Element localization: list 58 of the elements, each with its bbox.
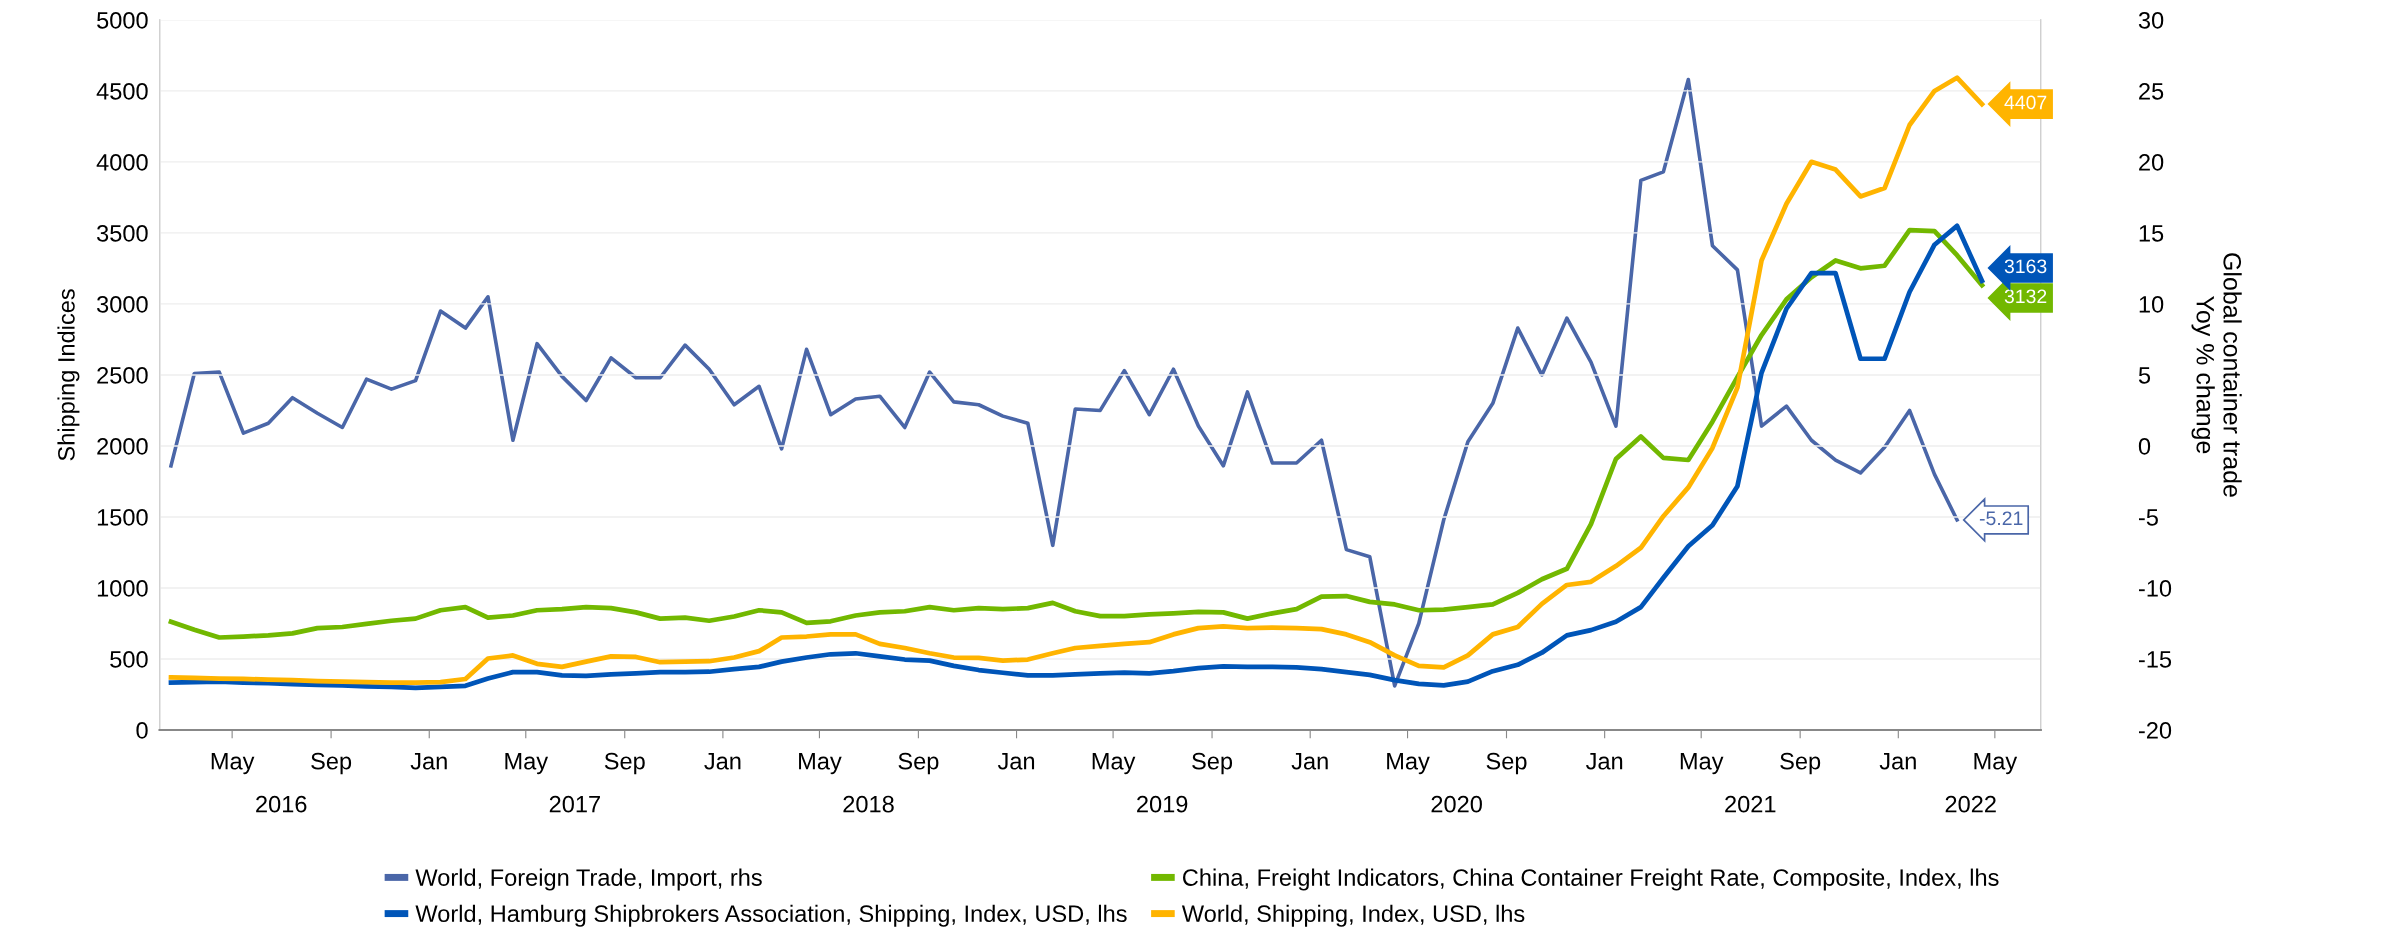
x-tick-label: Jan	[997, 753, 1035, 770]
y2-axis-title: Global container trade Yoy % change	[2191, 253, 2242, 497]
y-tick-label: 4000	[96, 153, 148, 171]
y2-tick-label: -10	[2138, 580, 2172, 597]
y2-tick-label: 10	[2139, 296, 2164, 313]
y2-tick-label: 15	[2139, 225, 2164, 242]
legend-label: China, Freight Indicators, China Container Freight Rate, Composite, Index, lhs	[1183, 868, 1999, 891]
legend-label: World, Foreign Trade, Import, rhs	[415, 868, 762, 891]
y-tick-label: 2500	[97, 367, 148, 384]
x2-tick-label: 2018	[843, 795, 894, 813]
y2-tick-label: 20	[2139, 153, 2164, 171]
y-tick-label: 0	[136, 722, 148, 739]
x-tick-label: Sep	[898, 752, 939, 775]
x-tick-label: May	[211, 753, 255, 775]
legend-label: World, Shipping, Index, USD, lhs	[1181, 904, 1525, 927]
y2-tick-label: -20	[2138, 722, 2172, 739]
x-tick-label: Sep	[604, 752, 645, 775]
y-tick-label: 3500	[97, 224, 148, 242]
y2-tick-label: 25	[2139, 82, 2164, 100]
y-tick-label: 1000	[97, 580, 148, 597]
x-tick-label: Jan	[1585, 753, 1623, 770]
x-tick-label: Sep	[311, 752, 352, 775]
legend-label: World, Hamburg Shipbrokers Association, Shipping, Index, USD, lhs	[415, 904, 1127, 927]
x-tick-label: Sep	[1486, 752, 1527, 775]
x2-tick-label: 2016	[256, 795, 307, 813]
x-tick-label: May	[505, 753, 549, 775]
data-label: 3132	[2004, 289, 2047, 304]
x-tick-label: May	[1387, 753, 1430, 775]
x-tick-label: May	[1092, 753, 1136, 775]
y-tick-label: 500	[110, 651, 148, 668]
y-tick-label: 4500	[96, 82, 148, 100]
x2-tick-label: 2020	[1431, 795, 1482, 813]
x-tick-label: Sep	[1192, 752, 1233, 775]
x-tick-label: Jan	[1879, 753, 1916, 770]
x-tick-label: Jan	[1291, 753, 1328, 770]
x-tick-label: Sep	[1780, 752, 1821, 775]
y2-tick-label: 0	[2138, 438, 2151, 455]
x2-tick-label: 2022	[1945, 795, 1996, 813]
y-tick-label: 2000	[97, 438, 148, 455]
y-tick-label: 1500	[97, 509, 148, 526]
x-tick-label: Jan	[410, 753, 447, 770]
x2-tick-label: 2019	[1137, 795, 1188, 813]
x2-tick-label: 2017	[549, 795, 600, 813]
x2-tick-label: 2021	[1725, 795, 1776, 813]
data-label: 4407	[2004, 95, 2047, 110]
x-tick-label: May	[1974, 753, 2018, 775]
data-label: -5.21	[1979, 511, 2023, 526]
y-tick-label: 3000	[97, 296, 148, 313]
y2-tick-label: 30	[2138, 11, 2164, 29]
x-tick-label: Jan	[704, 753, 741, 770]
y2-tick-label: -5	[2138, 509, 2158, 526]
x-tick-label: May	[799, 753, 842, 775]
data-label: 3163	[2004, 259, 2047, 274]
y-axis-title: Shipping Indices	[57, 289, 80, 461]
x-tick-label: May	[1680, 753, 1724, 775]
y-tick-label: 5000	[97, 11, 148, 29]
y2-tick-label: 5	[2138, 367, 2151, 384]
y2-tick-label: -15	[2138, 651, 2172, 668]
